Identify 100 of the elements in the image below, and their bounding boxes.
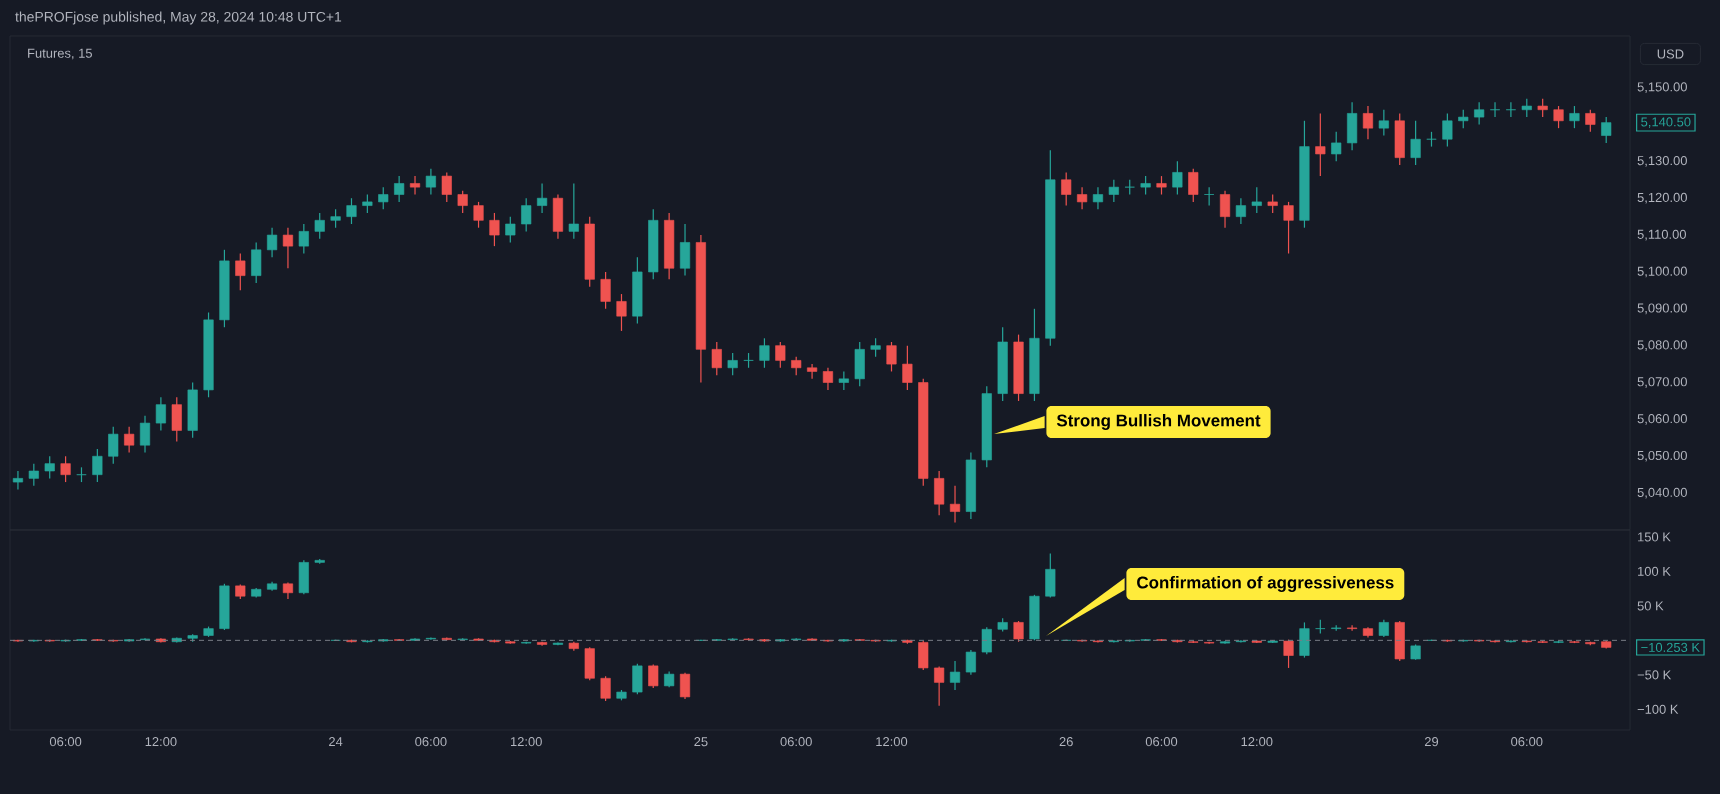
candlestick [1331,131,1342,162]
candlestick [1410,120,1421,166]
candlestick [1394,112,1405,166]
candlestick [1378,109,1389,137]
candlestick [1029,594,1040,641]
candlestick [727,352,738,376]
candlestick [187,381,198,439]
candlestick [934,470,945,516]
candlestick [1442,112,1453,148]
candlestick [1347,101,1358,151]
candlestick [1204,186,1215,207]
candlestick [537,182,548,214]
candlestick [1394,620,1405,662]
annotation: Strong Bullish Movement [1056,414,1261,430]
candlestick [409,175,421,196]
candlestick [1569,105,1580,129]
candlestick [1474,101,1485,126]
candlestick [664,212,675,280]
candlestick [965,649,976,676]
candlestick [1347,624,1358,632]
candlestick [251,241,262,284]
candlestick [711,341,722,376]
candlestick [362,193,373,214]
candlestick [139,415,151,454]
candlestick [457,190,468,214]
candlestick [1267,193,1278,214]
candlestick [870,337,881,358]
candlestick [1283,639,1294,669]
candlestick [1553,105,1564,129]
candlestick [616,293,627,332]
candlestick [521,197,532,232]
candlestick [949,485,961,524]
candlestick [314,212,325,240]
candlestick [108,426,119,465]
candlestick [235,252,246,291]
candlestick [600,271,611,310]
candlestick [1601,116,1612,144]
candlestick [1061,171,1072,207]
candlestick [473,201,484,229]
candlestick [441,171,452,203]
candlestick [807,363,818,380]
candlestick [854,341,865,387]
candlestick [1521,98,1532,118]
candlestick [1489,101,1501,118]
candlestick [1251,186,1262,214]
candlestick [1362,105,1374,140]
candlestick [902,345,913,391]
candlestick [1299,621,1310,659]
candlestick [584,646,595,681]
candlestick [1219,190,1231,229]
candlestick [632,663,643,695]
candlestick [1235,197,1246,225]
candlestick [425,168,436,196]
candlestick [28,463,39,487]
candlestick [44,455,55,479]
candlestick [171,396,182,443]
candlestick [124,426,135,454]
candlestick [949,660,961,691]
candlestick [1013,620,1024,643]
candlestick [1108,179,1119,203]
candlestick [12,470,24,491]
candlestick [759,337,770,369]
candlestick [330,208,341,229]
candlestick [775,341,786,369]
candlestick [505,216,516,244]
candlestick [92,448,103,483]
candlestick [918,640,929,671]
candlestick [552,193,564,240]
candlestick [600,675,611,702]
candlestick [1045,552,1056,599]
candlestick [219,583,230,631]
candlestick [489,212,500,247]
candlestick [648,663,659,689]
candlestick [934,665,945,707]
candlestick [838,370,849,391]
candlestick [1585,109,1596,133]
candlestick [1156,175,1167,196]
candlestick [632,256,643,325]
candlestick [568,182,579,240]
candlestick [1537,98,1548,118]
candlestick [282,227,294,269]
candlestick [155,396,166,432]
candlestick [298,559,309,595]
candlestick [394,175,405,203]
candlestick [1458,109,1469,129]
candlestick [791,356,802,376]
candlestick [346,197,357,225]
candlestick [822,367,834,391]
candlestick [981,626,992,655]
candlestick [1188,168,1199,203]
candlestick [1283,201,1294,255]
candlestick [1140,175,1151,196]
annotation: Confirmation of aggressiveness [1137,576,1394,592]
candlestick [1505,101,1516,118]
candlestick [1315,112,1326,177]
candlestick [1092,186,1104,210]
candlestick [60,455,71,483]
candlestick [298,223,309,255]
candlestick [378,186,389,210]
candlestick [267,227,278,258]
